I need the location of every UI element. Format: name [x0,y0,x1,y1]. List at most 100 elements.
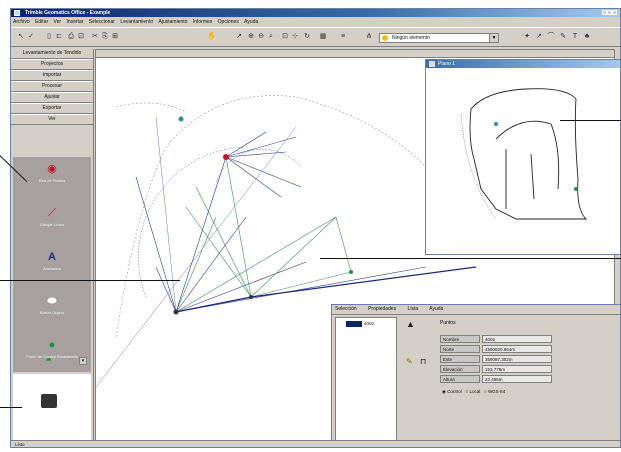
field-value[interactable]: 4590820.854m [482,345,552,353]
radio-label: WGS-84 [487,389,506,394]
radio-control[interactable]: ◉ Control [442,389,462,394]
point-tool-icon[interactable]: ✦ [524,33,530,40]
pan-icon[interactable]: ⊹ [292,33,298,40]
zoom-out-icon[interactable]: ⊖ [258,33,264,40]
zoom-in-icon[interactable]: ⊕ [248,33,254,40]
sidebar-button[interactable]: Exportar [11,103,93,114]
plan-view-header [96,50,614,58]
tab-selection[interactable]: Selección [335,306,357,312]
sidebar-button[interactable]: Ajustar [11,92,93,103]
tool-control-point[interactable]: ● Punto de Control Establecido [13,339,91,377]
edit-icon[interactable]: ✎ [406,357,413,366]
tool-annotation[interactable]: A Anotación [13,251,91,289]
properties-window: Selección Propiedades Lista Ayuda 4002 ▲… [331,304,620,444]
layer-icon[interactable]: ≡ [340,33,346,40]
callout-line [0,280,180,281]
target-icon: ◉ [47,163,57,175]
close-button[interactable] [612,10,617,15]
sidebar-button[interactable]: Ver [11,114,93,125]
application-window: Trimble Geomatics Office - Example Archi… [10,8,621,448]
menu-item[interactable]: Opciones [217,19,239,25]
field-row: Elevación 153.778m [440,365,620,374]
menu-item[interactable]: Ajustamiento [158,19,188,25]
tab-list[interactable]: Lista [407,306,419,312]
minimize-button[interactable] [602,10,607,15]
open-file-icon[interactable]: ⊏ [56,33,62,40]
thumbnail-panel[interactable] [13,374,91,447]
menu-item[interactable]: Levantamiento [120,19,154,25]
tool-palette: ◉ Red de Puntos ⟋ Dibujar Línea A Anotac… [13,157,91,372]
copy-icon[interactable]: ⎘ [102,33,108,40]
pen-tool-icon[interactable]: ✎ [560,33,566,40]
check-icon[interactable]: ✓ [28,33,34,40]
field-key: Norte [440,345,480,353]
child-window-title: Plano 1 [438,61,455,67]
line-tool-icon[interactable]: ↗ [536,33,542,40]
status-bar: Listo [11,440,620,447]
pointer-icon[interactable]: ↖ [18,33,24,40]
tab-properties[interactable]: Propiedades [368,306,397,312]
tool-erase[interactable]: ⬬ Borrar Objeto [13,295,91,333]
sidebar-header[interactable]: Levantamiento de Tendido [11,49,93,59]
plan-child-window[interactable]: Plano 1 [425,59,621,255]
tab-help[interactable]: Ayuda [429,306,444,312]
chevron-down-icon[interactable]: ▼ [489,34,498,42]
lock-icon[interactable]: ⊓ [420,357,427,366]
radio-label: Local [469,389,481,394]
grid-icon[interactable]: ▦ [319,33,327,40]
tree-item-label: 4002 [364,321,375,326]
menu-item[interactable]: Ayuda [244,19,259,25]
symbol-tool-icon[interactable]: ♣ [584,33,590,40]
tool-label: Dibujar Línea [40,222,64,227]
menu-item[interactable]: Seleccionar [88,19,115,25]
sidebar-button[interactable]: Procesar [11,81,93,92]
child-window-titlebar[interactable]: Plano 1 [426,60,620,68]
redraw-icon[interactable]: ↻ [304,33,310,40]
zoom-extents-icon[interactable]: ⊡ [282,33,288,40]
menu-item[interactable]: Ver [53,19,62,25]
survey-network-graphic[interactable] [96,57,616,448]
scroll-down-button[interactable]: ▾ [79,357,87,365]
shape-icon[interactable]: ◓ [45,353,53,367]
menu-item[interactable]: Archivo [13,19,30,25]
field-value[interactable]: 4002 [482,335,552,343]
paste-icon[interactable]: ⊞ [112,33,118,40]
site-plan-graphic[interactable] [426,69,621,255]
preview-icon[interactable]: ⊡ [78,33,84,40]
sidebar-button[interactable]: Importar [11,70,93,81]
panel-title: Puntos [440,320,456,326]
arc-tool-icon[interactable]: ⌒ [547,33,555,40]
hand-icon[interactable]: ✋ [207,33,216,40]
window-title: Trimble Geomatics Office - Example [25,10,111,16]
cut-icon[interactable]: ✂ [92,33,98,40]
zoom-window-icon[interactable]: ⌕ [269,33,273,40]
tree-item-selected[interactable] [346,321,362,327]
new-file-icon[interactable]: ▯ [47,33,51,40]
measure-icon: ⟋ [48,207,56,219]
filter-icon[interactable]: ⋔ [366,33,372,40]
tool-line[interactable]: ⟋ Dibujar Línea [13,207,91,245]
field-value[interactable]: 359087.302m [482,355,552,363]
radio-local[interactable]: ○ Local [465,389,481,394]
radio-label: Control [447,389,462,394]
point-type-icon: ▲ [406,319,415,329]
menu-item[interactable]: Editar [35,19,49,25]
sidebar-button[interactable]: Proyectos [11,59,93,70]
selection-combo[interactable]: Ningún elemento ▼ [379,33,499,43]
menu-item[interactable]: Informes [192,19,213,25]
properties-panel: ▲ Puntos ✎ ⊓ Nombre 4002 Norte 4590820.8… [402,317,618,441]
eraser-icon: ⬬ [47,295,57,307]
field-value[interactable]: 153.778m [482,365,552,373]
tool-network[interactable]: ◉ Red de Puntos [13,163,91,201]
window-controls [602,10,618,16]
text-tool-icon[interactable]: T [572,33,578,40]
print-icon[interactable]: ⎙ [68,33,74,40]
select-icon[interactable]: ↗ [236,33,242,40]
menu-item[interactable]: Insertar [66,19,84,25]
maximize-button[interactable] [607,10,612,15]
field-value[interactable]: 23.456m [482,375,552,383]
radio-wgs84[interactable]: ○ WGS-84 [483,389,506,394]
callout-line [320,258,621,259]
app-icon [14,10,20,16]
selection-tree[interactable]: 4002 [335,317,397,443]
